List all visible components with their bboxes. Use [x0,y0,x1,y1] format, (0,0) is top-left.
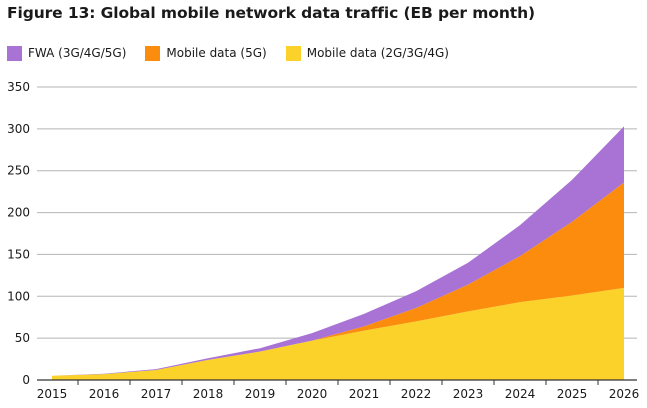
x-tick-label: 2025 [557,387,588,401]
x-tick-label: 2017 [141,387,172,401]
x-tick-label: 2023 [453,387,484,401]
x-tick-label: 2018 [193,387,224,401]
area-series [52,126,624,380]
x-tick-label: 2015 [37,387,68,401]
legend: FWA (3G/4G/5G) Mobile data (5G) Mobile d… [7,44,468,62]
x-tick-label: 2021 [349,387,380,401]
x-tick-label: 2016 [89,387,120,401]
y-tick-label: 50 [15,331,30,345]
y-tick-label: 150 [7,247,30,261]
legend-item-5g: Mobile data (5G) [145,45,267,61]
chart-title: Figure 13: Global mobile network data tr… [7,4,536,22]
x-tick-label: 2022 [401,387,432,401]
x-tick-label: 2024 [505,387,536,401]
area-mobile-data-5g [52,182,624,376]
y-tick-label: 350 [7,80,30,94]
x-tick-label: 2026 [609,387,640,401]
y-tick-label: 0 [22,373,30,387]
legend-item-2g4g: Mobile data (2G/3G/4G) [285,45,449,61]
area-fwa-3g-4g-5g [52,126,624,376]
legend-label-fwa: FWA (3G/4G/5G) [28,46,127,60]
y-tick-label: 250 [7,164,30,178]
x-tick-label: 2020 [297,387,328,401]
legend-swatch-2g4g [285,45,301,61]
legend-swatch-5g [145,45,161,61]
x-tick-label: 2019 [245,387,276,401]
axes: 0 50 100 150 200 250 300 350 2015 2016 2017 2018 201… [7,80,639,401]
area-mobile-data-2g-3g-4g [52,287,624,380]
legend-item-fwa: FWA (3G/4G/5G) [7,45,127,61]
y-tick-label: 200 [7,206,30,220]
y-tick-label: 300 [7,122,30,136]
legend-swatch-fwa [7,45,22,61]
legend-label-5g: Mobile data (5G) [166,46,267,60]
y-tick-label: 100 [7,289,30,303]
legend-label-2g4g: Mobile data (2G/3G/4G) [306,46,449,60]
